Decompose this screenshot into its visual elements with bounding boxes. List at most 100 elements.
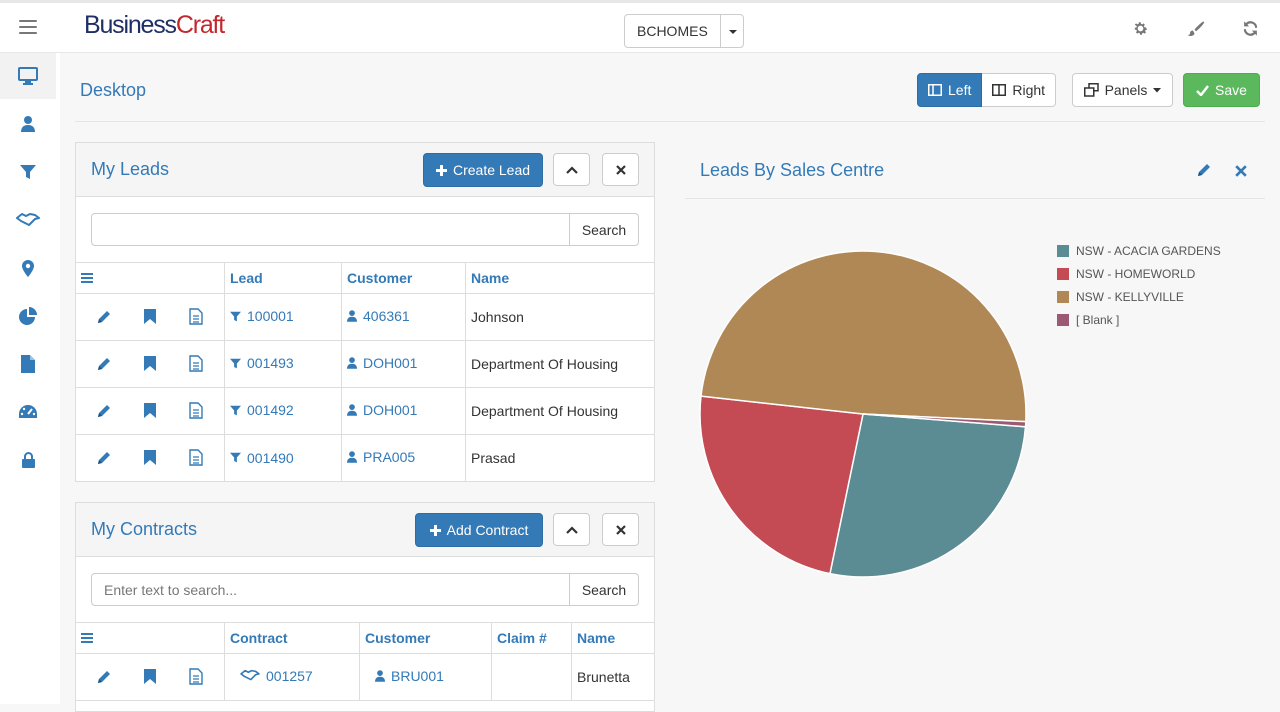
create-lead-button[interactable]: Create Lead bbox=[423, 153, 543, 187]
pie-slice-1[interactable] bbox=[699, 395, 864, 575]
bookmark-icon[interactable] bbox=[127, 309, 173, 324]
document-icon[interactable] bbox=[173, 449, 219, 466]
sidebar-item-documents[interactable] bbox=[0, 341, 56, 387]
pencil-icon[interactable] bbox=[81, 356, 127, 372]
add-contract-label: Add Contract bbox=[446, 522, 529, 538]
bookmark-icon[interactable] bbox=[127, 669, 173, 684]
columns-icon bbox=[992, 84, 1007, 96]
column-header-name[interactable]: Name bbox=[465, 263, 654, 294]
customer-link[interactable]: PRA005 bbox=[347, 449, 415, 465]
sidebar-item-customers[interactable] bbox=[0, 101, 56, 147]
table-row: 100001 406361 Johnson bbox=[76, 293, 654, 341]
my-leads-header: My Leads Create Lead bbox=[76, 143, 654, 197]
my-leads-panel: My Leads Create Lead Search Lead Custome… bbox=[75, 142, 655, 482]
add-contract-button[interactable]: Add Contract bbox=[415, 513, 543, 547]
legend-item[interactable]: [ Blank ] bbox=[1057, 308, 1221, 331]
pencil-icon[interactable] bbox=[81, 450, 127, 466]
customer-link[interactable]: 406361 bbox=[347, 308, 410, 324]
layout-right-button[interactable]: Right bbox=[982, 73, 1057, 107]
bookmark-icon[interactable] bbox=[127, 450, 173, 466]
header-divider bbox=[75, 121, 1265, 122]
leads-search-button[interactable]: Search bbox=[569, 213, 639, 246]
contracts-search-input[interactable] bbox=[91, 573, 571, 606]
create-lead-label: Create Lead bbox=[452, 162, 531, 178]
bookmark-icon[interactable] bbox=[127, 356, 173, 371]
column-menu[interactable] bbox=[76, 623, 225, 654]
customer-link[interactable]: DOH001 bbox=[347, 402, 417, 418]
sidebar-item-locations[interactable] bbox=[0, 245, 56, 291]
handshake-icon bbox=[16, 213, 40, 226]
sidebar bbox=[0, 53, 60, 704]
plus-icon bbox=[435, 164, 447, 176]
collapse-leads-button[interactable] bbox=[553, 153, 590, 186]
pencil-icon[interactable] bbox=[81, 309, 127, 325]
contract-link[interactable]: 001257 bbox=[240, 668, 313, 684]
leads-table: Lead Customer Name 100001 406361 Johnson… bbox=[76, 263, 654, 481]
legend-item[interactable]: NSW - KELLYVILLE bbox=[1057, 285, 1221, 308]
bookmark-icon[interactable] bbox=[127, 403, 173, 418]
clone-icon bbox=[1083, 83, 1099, 97]
table-row: 001493 DOH001 Department Of Housing bbox=[76, 340, 654, 388]
document-icon[interactable] bbox=[173, 355, 219, 372]
hamburger-menu-icon[interactable] bbox=[19, 20, 37, 35]
legend-item[interactable]: NSW - ACACIA GARDENS bbox=[1057, 239, 1221, 262]
lead-link[interactable]: 001490 bbox=[230, 450, 294, 466]
column-header-claim[interactable]: Claim # bbox=[491, 623, 572, 654]
caret-down-icon bbox=[1153, 87, 1162, 92]
pie-slice-2[interactable] bbox=[700, 250, 1027, 423]
company-select[interactable]: BCHOMES bbox=[624, 14, 744, 48]
column-header-lead[interactable]: Lead bbox=[224, 263, 342, 294]
refresh-icon[interactable] bbox=[1242, 20, 1260, 38]
sidebar-item-contracts[interactable] bbox=[0, 197, 56, 243]
file-icon bbox=[21, 355, 35, 373]
contracts-search-button[interactable]: Search bbox=[569, 573, 639, 606]
panels-dropdown-button[interactable]: Panels bbox=[1072, 73, 1173, 107]
customer-link[interactable]: BRU001 bbox=[375, 668, 444, 684]
gear-icon[interactable] bbox=[1132, 20, 1150, 38]
chart-legend: NSW - ACACIA GARDENS NSW - HOMEWORLD NSW -… bbox=[1057, 239, 1221, 331]
close-icon[interactable] bbox=[1235, 164, 1247, 180]
close-contracts-button[interactable] bbox=[602, 513, 639, 546]
pencil-icon[interactable] bbox=[81, 669, 127, 685]
paint-brush-icon[interactable] bbox=[1187, 20, 1205, 38]
brand-logo[interactable]: BusinessCraft bbox=[84, 11, 225, 39]
sidebar-item-security[interactable] bbox=[0, 437, 56, 483]
pencil-icon[interactable] bbox=[81, 403, 127, 419]
document-icon[interactable] bbox=[173, 402, 219, 419]
sidebar-item-desktop[interactable] bbox=[0, 53, 56, 99]
lead-link[interactable]: 001492 bbox=[230, 402, 294, 418]
close-leads-button[interactable] bbox=[602, 153, 639, 186]
collapse-contracts-button[interactable] bbox=[553, 513, 590, 546]
legend-item[interactable]: NSW - HOMEWORLD bbox=[1057, 262, 1221, 285]
legend-swatch bbox=[1057, 244, 1069, 257]
sidebar-item-reports[interactable] bbox=[0, 293, 56, 339]
list-icon bbox=[81, 632, 93, 643]
lead-link[interactable]: 100001 bbox=[230, 308, 294, 324]
column-menu[interactable] bbox=[76, 263, 225, 294]
document-icon[interactable] bbox=[173, 308, 219, 325]
column-header-customer[interactable]: Customer bbox=[359, 623, 492, 654]
pie-slice-3[interactable] bbox=[862, 413, 1027, 428]
pie-chart bbox=[699, 250, 1027, 578]
table-row: 001490 PRA005 Prasad bbox=[76, 434, 654, 481]
layout-left-button[interactable]: Left bbox=[917, 73, 983, 107]
my-contracts-panel: My Contracts Add Contract Search Contrac… bbox=[75, 502, 655, 712]
leads-search-input[interactable] bbox=[91, 213, 571, 246]
pencil-icon[interactable] bbox=[1196, 162, 1212, 181]
chevron-down-icon[interactable] bbox=[721, 15, 743, 47]
pie-slice-0[interactable] bbox=[829, 413, 1027, 578]
contracts-search-row: Search bbox=[76, 557, 654, 623]
column-header-contract[interactable]: Contract bbox=[224, 623, 360, 654]
customer-link[interactable]: DOH001 bbox=[347, 355, 417, 371]
column-header-customer[interactable]: Customer bbox=[341, 263, 466, 294]
company-selected-value[interactable]: BCHOMES bbox=[625, 15, 721, 47]
save-button[interactable]: Save bbox=[1183, 73, 1260, 107]
document-icon[interactable] bbox=[173, 668, 219, 685]
lead-name: Department Of Housing bbox=[465, 340, 654, 388]
lead-link[interactable]: 001493 bbox=[230, 355, 294, 371]
sidebar-item-leads[interactable] bbox=[0, 149, 56, 195]
sidebar-item-dashboard[interactable] bbox=[0, 389, 56, 435]
filter-icon bbox=[20, 165, 36, 179]
column-header-name[interactable]: Name bbox=[571, 623, 654, 654]
filter-icon bbox=[230, 311, 241, 322]
